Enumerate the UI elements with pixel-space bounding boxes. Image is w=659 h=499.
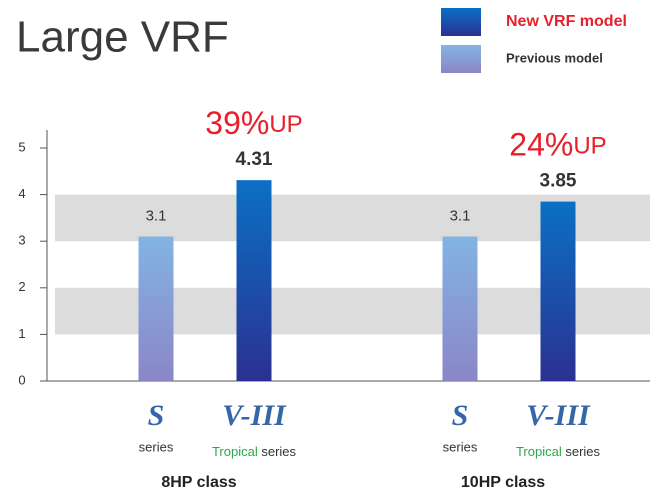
legend-swatch: [441, 45, 481, 73]
value-label: 3.85: [540, 171, 577, 192]
x-tick-label: 10HP class: [461, 474, 545, 491]
y-tick-label: 5: [18, 139, 25, 154]
legend-label: New VRF model: [506, 13, 627, 30]
annotation-suffix: UP: [269, 111, 302, 138]
series-caption: series: [443, 439, 478, 454]
annotation: 39%UP: [205, 106, 302, 142]
bar: [442, 236, 478, 381]
legend-swatch: [441, 8, 481, 36]
y-tick-label: 3: [18, 233, 25, 248]
series-logo: S: [452, 399, 469, 432]
series-logo: V-III: [526, 399, 591, 432]
value-label: 4.31: [236, 149, 273, 170]
series-highlight: Tropical: [516, 444, 562, 459]
value-label: 3.1: [450, 208, 471, 225]
legend-label: Previous model: [506, 50, 603, 65]
y-tick-label: 0: [18, 372, 25, 387]
bar: [236, 180, 272, 381]
series-text: series: [565, 444, 600, 459]
series-logo: S: [148, 399, 165, 432]
y-tick-label: 2: [18, 279, 25, 294]
series-caption: series: [139, 439, 174, 454]
annotation-suffix: UP: [573, 133, 606, 160]
series-logo: V-III: [222, 399, 287, 432]
annotation-number: 39%: [205, 106, 269, 142]
annotation-number: 24%: [509, 127, 573, 163]
bar: [138, 236, 174, 381]
series-text: series: [261, 444, 296, 459]
annotation: 24%UP: [509, 127, 606, 163]
series-caption: Tropical series: [212, 444, 297, 459]
series-caption: Tropical series: [516, 444, 601, 459]
y-tick-label: 1: [18, 326, 25, 341]
value-label: 3.1: [146, 208, 167, 225]
y-tick-label: 4: [18, 186, 25, 201]
x-tick-label: 8HP class: [161, 474, 236, 491]
bar: [540, 201, 576, 381]
chart-title: Large VRF: [16, 13, 229, 62]
series-highlight: Tropical: [212, 444, 258, 459]
